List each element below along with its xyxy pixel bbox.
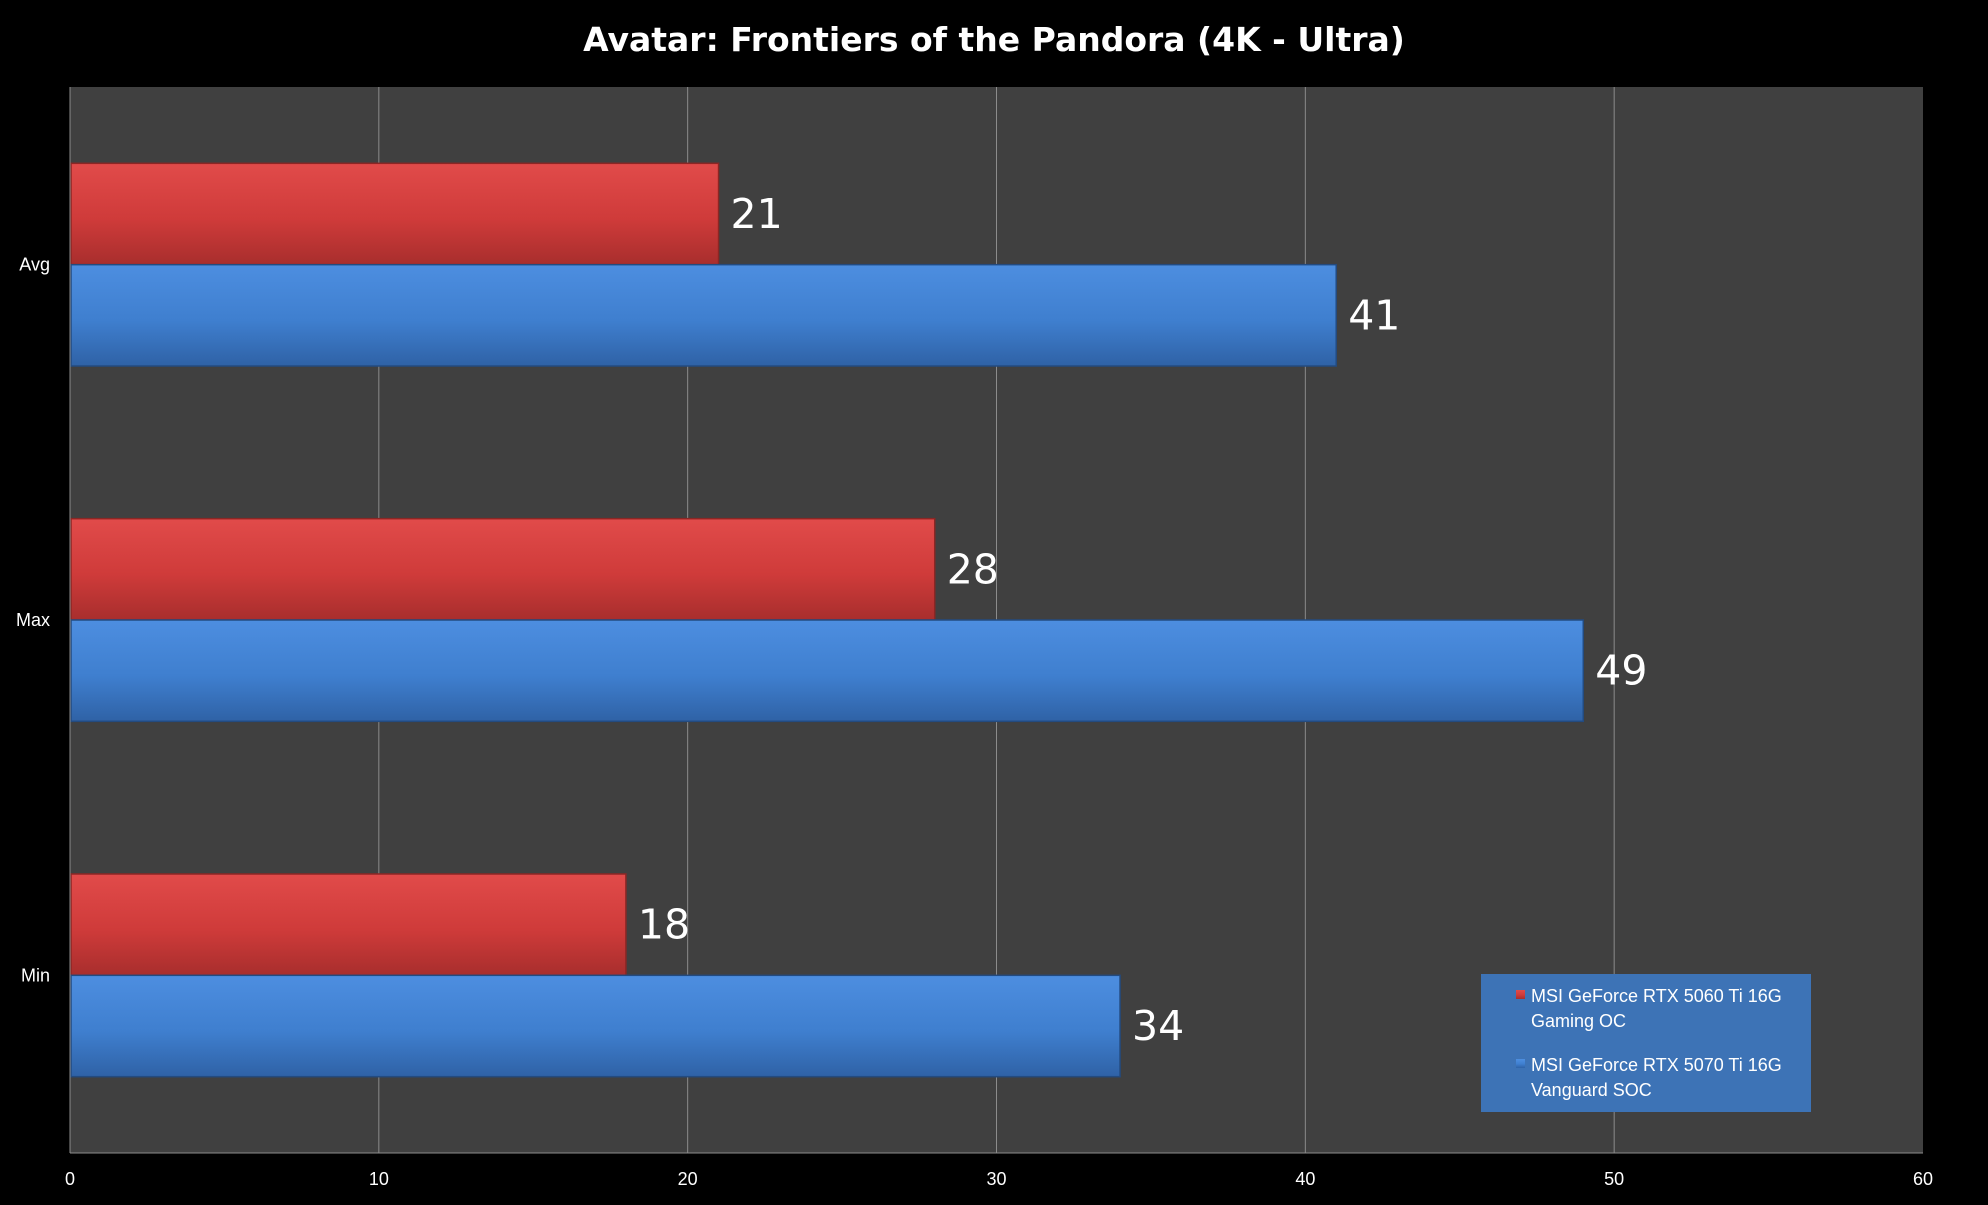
legend-box [1481,974,1811,1112]
legend-marker-series-1 [1516,990,1525,999]
x-tick-label: 0 [65,1169,75,1189]
y-category-label: Min [21,965,50,985]
legend-label-series-1: MSI GeForce RTX 5060 Ti 16G Gaming OC [1531,986,1782,1031]
data-label: 18 [638,901,690,949]
legend-marker-series-2 [1516,1059,1525,1068]
bar [70,619,1585,723]
x-tick-label: 20 [678,1169,698,1189]
x-tick-label: 40 [1295,1169,1315,1189]
x-tick-label: 30 [986,1169,1006,1189]
data-label: 28 [947,545,999,593]
legend: MSI GeForce RTX 5060 Ti 16G Gaming OC MSI… [1481,974,1811,1112]
data-labels: 21 41 28 49 18 34 [638,190,1648,1050]
data-label: 49 [1595,647,1647,695]
y-category-label: Avg [19,255,50,275]
bar [70,162,720,266]
data-label: 34 [1132,1002,1184,1050]
chart-title: Avatar: Frontiers of the Pandora (4K - U… [583,20,1405,59]
bar [70,974,1121,1078]
x-tick-label: 10 [369,1169,389,1189]
bars [70,162,1585,1078]
bar [70,263,1337,367]
data-label: 41 [1348,291,1400,339]
data-label: 21 [731,190,783,238]
axes: 0 10 20 30 40 50 60 Avg Max Min [16,87,1933,1189]
bar [70,517,936,621]
y-category-label: Max [16,610,50,630]
legend-label-series-2: MSI GeForce RTX 5070 Ti 16G Vanguard SOC [1531,1055,1782,1100]
x-tick-label: 50 [1604,1169,1624,1189]
x-tick-label: 60 [1913,1169,1933,1189]
bar [70,873,627,977]
